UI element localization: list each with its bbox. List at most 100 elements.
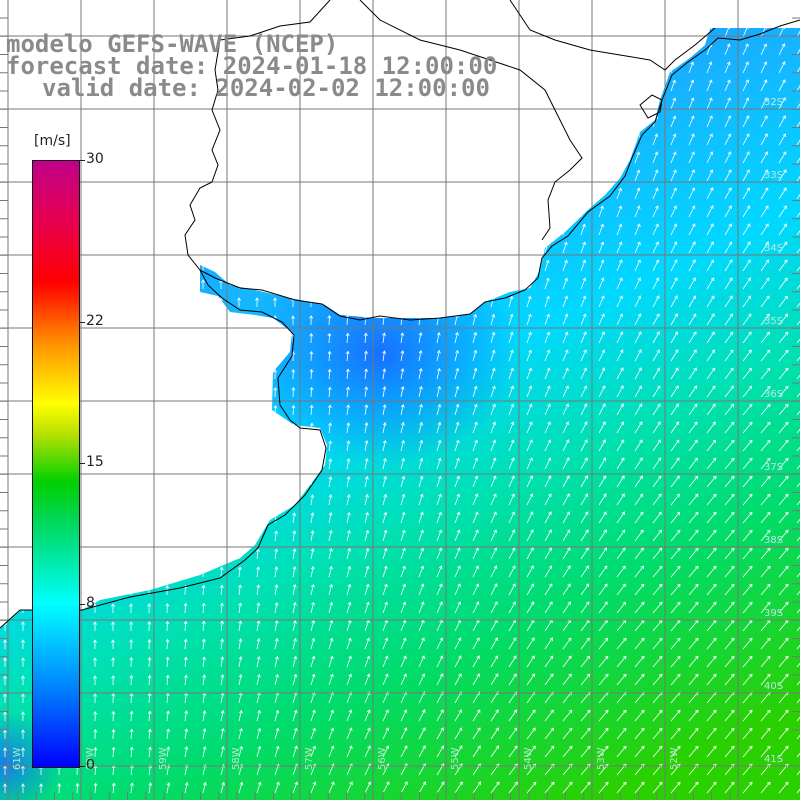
wind-arrow [417,135,422,146]
wind-arrow [93,117,97,127]
wind-arrow [508,439,515,452]
wind-arrow [580,673,591,686]
wind-arrow [310,583,315,596]
wind-arrow [436,637,444,650]
wind-arrow [652,223,659,236]
wind-arrow [328,458,333,470]
wind-arrow [490,475,497,488]
wind-arrow [742,709,753,722]
wind-arrow [93,261,97,271]
wind-arrow [291,476,296,488]
wind-arrow [688,583,699,596]
wind-arrow [490,637,498,650]
latitude-label: 38S [764,535,783,546]
wind-arrow [274,566,279,578]
wind-arrow [760,511,771,524]
wind-arrow [472,493,479,506]
wind-arrow [93,621,97,631]
wind-arrow [111,135,115,145]
wind-arrow [562,44,567,56]
wind-arrow [688,529,699,542]
wind-arrow [292,619,297,632]
wind-arrow [220,620,224,632]
wind-arrow [237,315,241,325]
wind-arrow [670,493,680,506]
wind-arrow [544,62,549,74]
wind-arrow [544,44,548,56]
wind-arrow [345,296,350,308]
wind-arrow [399,171,404,182]
wind-arrow [93,171,97,181]
wind-arrow [21,423,25,433]
wind-arrow [634,28,639,38]
wind-arrow [418,457,424,470]
wind-arrow [598,223,605,236]
wind-arrow [454,188,458,200]
wind-arrow [165,495,169,505]
wind-arrow [183,602,188,614]
wind-arrow [796,764,800,776]
wind-arrow [166,728,171,740]
wind-arrow [129,692,134,704]
wind-arrow [400,457,406,470]
wind-arrow [724,709,735,722]
wind-arrow [165,638,170,650]
wind-arrow [562,475,570,488]
wind-arrow [562,781,573,794]
wind-arrow [796,476,800,488]
wind-arrow [310,494,315,506]
wind-arrow [382,475,387,488]
wind-arrow [111,171,115,181]
wind-arrow [508,709,518,722]
wind-arrow [562,547,571,560]
wind-arrow [327,368,332,380]
wind-arrow [111,477,115,487]
wind-arrow [219,512,224,524]
wind-arrow [471,116,476,128]
wind-arrow [111,585,115,595]
wind-arrow [292,655,298,668]
wind-arrow [111,692,116,704]
wind-arrow [670,727,681,740]
wind-arrow [111,603,115,613]
wind-arrow [724,115,732,128]
wind-arrow [21,387,25,397]
wind-arrow [111,351,115,361]
model-title: modelo GEFS-WAVE (NCEP) [6,30,339,58]
wind-arrow [183,171,187,181]
wind-arrow [382,781,390,794]
wind-arrow [129,746,134,758]
wind-arrow [382,350,387,362]
wind-arrow [165,549,169,560]
wind-arrow [327,207,331,217]
wind-arrow [93,693,98,704]
wind-arrow [616,151,622,164]
wind-arrow [93,279,97,289]
wind-arrow [147,728,152,740]
wind-arrow [382,583,388,596]
wind-arrow [598,277,605,290]
wind-arrow [255,440,260,452]
wind-arrow [760,475,771,488]
wind-arrow [165,477,169,487]
wind-arrow [580,169,586,182]
wind-arrow [778,745,789,758]
wind-arrow [3,657,7,667]
wind-arrow [616,241,623,254]
wind-arrow [688,349,697,362]
wind-arrow [634,727,645,740]
wind-arrow [21,261,25,271]
wind-arrow [670,133,677,146]
wind-arrow [346,673,352,686]
wind-arrow [562,80,567,92]
wind-arrow [742,133,750,146]
colorbar-tick-mark [79,463,85,464]
wind-arrow [129,207,133,217]
wind-arrow [219,369,223,379]
wind-arrow [237,243,241,253]
wind-arrow [291,117,295,127]
wind-arrow [760,457,771,470]
wind-arrow [309,153,313,163]
wind-arrow [688,97,695,110]
wind-arrow [562,583,571,596]
